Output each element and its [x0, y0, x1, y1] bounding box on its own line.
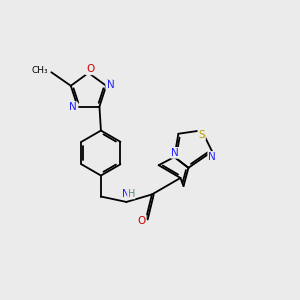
Text: N: N [69, 102, 76, 112]
Text: N: N [171, 148, 179, 158]
Text: N: N [107, 80, 115, 90]
Text: N: N [70, 103, 77, 113]
Text: O: O [86, 64, 94, 74]
Text: CH₃: CH₃ [31, 66, 48, 75]
Text: H: H [128, 189, 135, 199]
Text: N: N [122, 189, 129, 199]
Text: S: S [198, 130, 205, 140]
Text: N: N [208, 152, 216, 162]
Text: O: O [86, 64, 95, 74]
Text: O: O [138, 215, 146, 226]
Text: N: N [106, 79, 114, 89]
